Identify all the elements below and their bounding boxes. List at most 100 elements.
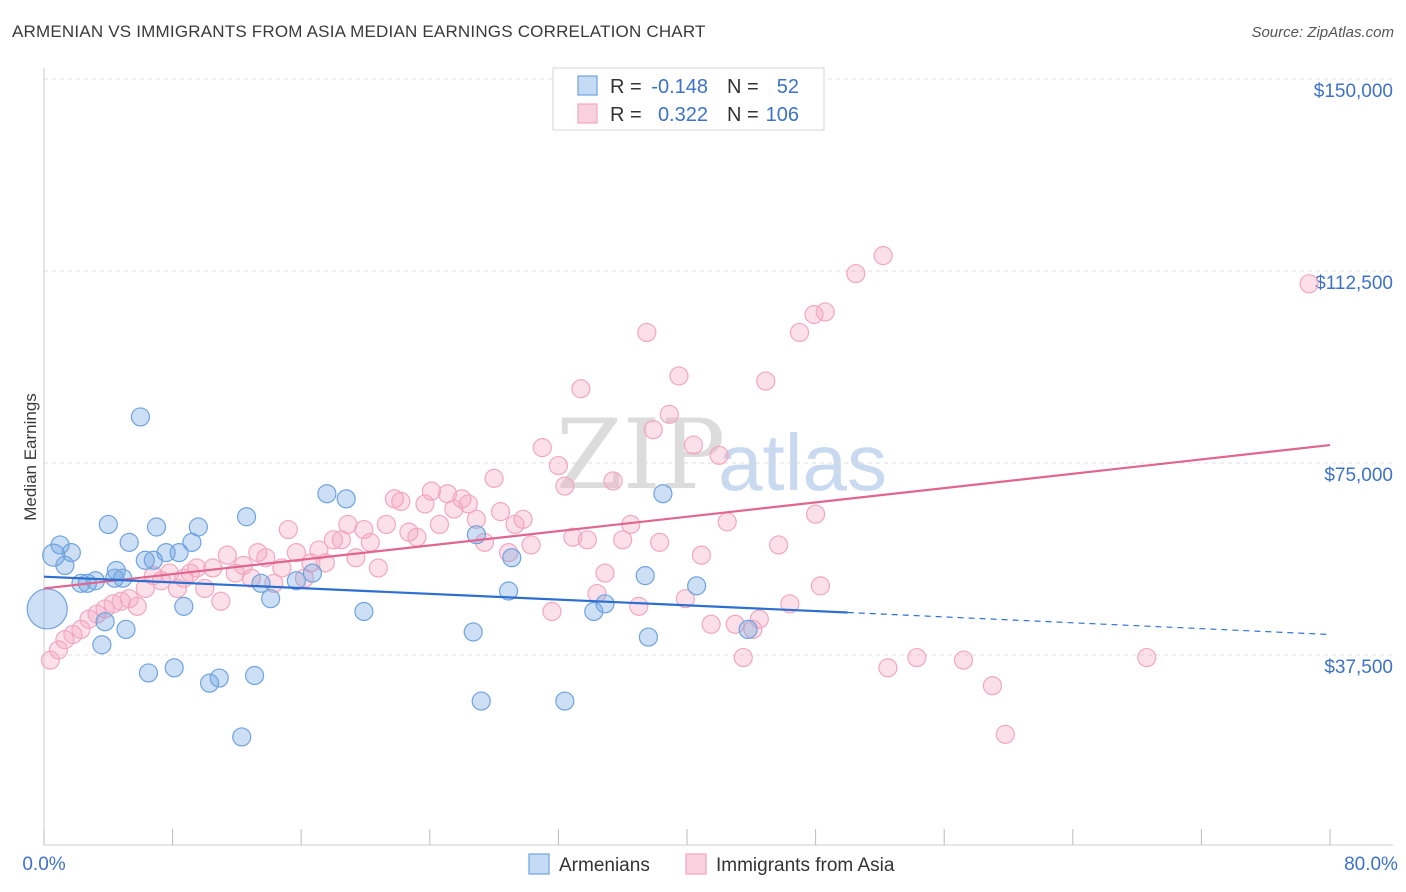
asia-point [595,563,615,583]
legend-box: R = -0.148 N = 52 R = 0.322 N = 106 [552,67,825,131]
armenians-point [638,627,659,647]
asia-point [982,676,1003,696]
armenians-point [463,622,483,642]
asia-point [683,435,704,455]
armenians-point [635,566,655,586]
asia-point [241,568,261,588]
armenians-point [61,542,81,563]
asia-point [637,322,657,343]
x-tick-label-min: 0.0% [22,854,65,875]
asia-point [490,502,511,522]
asia-point [429,514,450,535]
trend-lines [43,443,1331,636]
asia-point [466,509,487,529]
armenians-point [209,668,229,688]
asia-point [717,512,737,532]
asia-point [577,530,597,550]
armenians-point [85,571,106,591]
asia-point [725,614,745,634]
asia-point [338,514,358,535]
asia-point [675,589,695,609]
asia-point [804,304,824,325]
asia-point [458,494,478,514]
asia-point [127,596,147,616]
asia-trend-line [43,443,1331,590]
y-tick-label: $150,000 [1314,81,1393,102]
armenians-trend-extension [847,611,1331,636]
asia-point [650,532,670,552]
series-armenians [26,407,758,747]
watermark-zip: ZIP [556,399,725,511]
y-tick-label: $37,500 [1324,657,1393,678]
armenians-trend-line [43,575,848,614]
asia-point [613,530,633,550]
asia-point [769,535,789,555]
asia-point [555,476,575,496]
armenians-point [286,571,306,591]
asia-point [542,601,562,622]
armenians-point [135,550,155,570]
watermark-atlas: atlas [718,418,887,507]
asia-point [513,509,533,529]
asia-point [444,499,464,519]
armenians-point [98,514,118,535]
asia-point [815,302,835,322]
asia-point [810,576,831,596]
asia-point [360,532,380,552]
asia-point [789,322,810,343]
y-tick-labels: $150,000 $112,500 $75,000 $37,500 [1314,81,1393,678]
asia-point [1137,647,1157,668]
asia-point [421,481,442,501]
armenians-point [188,517,208,537]
asia-point [701,614,721,634]
series-immigrants-from-asia [40,246,1319,744]
armenians-point [199,673,220,693]
asia-point [691,545,712,565]
x-tick-label-max: 80.0% [1344,854,1398,875]
asia-point [780,594,800,614]
legend-r-label-1: R = [610,76,642,98]
armenians-point [354,601,374,622]
armenians-point [584,601,604,622]
armenians-point [174,596,194,616]
legend-r-value-1: -0.148 [651,76,708,98]
armenians-point [738,619,758,640]
asia-point [195,578,215,599]
chart-title: ARMENIAN VS IMMIGRANTS FROM ASIA MEDIAN … [12,22,706,41]
asia-point [71,619,91,640]
armenians-point [317,484,337,504]
asia-point [709,445,729,465]
armenians-point [687,576,707,596]
legend-r-value-2: 0.322 [658,104,708,126]
asia-point [1299,274,1319,294]
armenians-point [471,691,491,711]
asia-point [878,658,898,678]
legend-n-value-1: 52 [777,76,799,98]
armenians-point [119,532,139,552]
asia-point [376,514,396,535]
y-tick-label: $112,500 [1315,273,1393,294]
asia-point [669,366,689,386]
armenians-point [244,665,265,686]
asia-point [346,548,366,568]
armenians-point [146,517,167,537]
asia-point [167,578,188,599]
bottom-legend-swatch-armenians [528,853,550,875]
y-tick-label: $75,000 [1324,465,1393,486]
armenians-point [95,612,115,632]
asia-point [119,589,139,609]
asia-point [452,489,472,509]
asia-point [40,650,61,670]
bottom-legend-label-armenians: Armenians [559,855,650,876]
legend-n-label-2: N = [727,104,759,126]
x-tick-marks [43,829,1331,845]
armenians-point [498,581,519,601]
asia-point [995,724,1015,744]
asia-point [548,455,569,476]
asia-point [805,504,826,524]
asia-point [278,519,298,540]
legend-n-value-2: 106 [766,104,799,126]
asia-point [187,558,207,578]
asia-point [521,535,541,555]
